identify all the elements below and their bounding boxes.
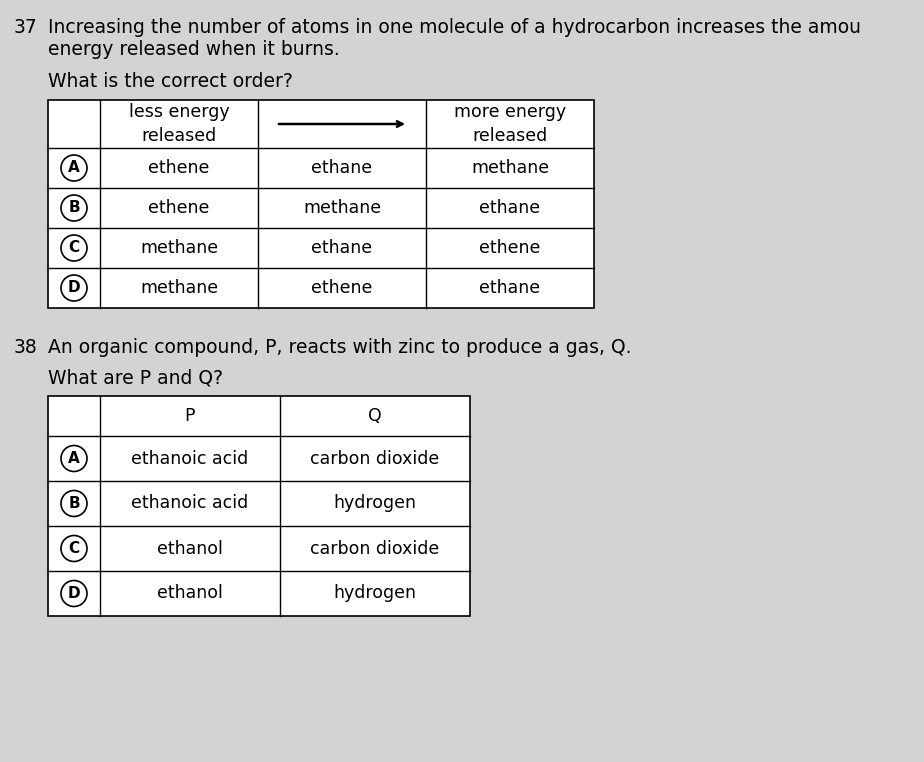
- Text: Q: Q: [368, 407, 382, 425]
- Text: hydrogen: hydrogen: [334, 495, 417, 513]
- Circle shape: [61, 446, 87, 472]
- Text: C: C: [68, 241, 79, 255]
- Text: ethanol: ethanol: [157, 584, 223, 603]
- Text: ethene: ethene: [149, 159, 210, 177]
- Text: ethene: ethene: [480, 239, 541, 257]
- Text: ethanoic acid: ethanoic acid: [131, 495, 249, 513]
- Bar: [48, 396, 470, 616]
- Text: more energy
released: more energy released: [454, 103, 566, 145]
- Text: ethene: ethene: [149, 199, 210, 217]
- Text: carbon dioxide: carbon dioxide: [310, 539, 440, 558]
- Text: C: C: [68, 541, 79, 556]
- Text: carbon dioxide: carbon dioxide: [310, 450, 440, 468]
- Text: methane: methane: [471, 159, 549, 177]
- Text: P: P: [185, 407, 195, 425]
- Text: ethane: ethane: [311, 239, 372, 257]
- Circle shape: [61, 581, 87, 607]
- Text: energy released when it burns.: energy released when it burns.: [48, 40, 340, 59]
- Text: B: B: [68, 200, 79, 216]
- Bar: [48, 100, 594, 308]
- Text: less energy
released: less energy released: [128, 103, 229, 145]
- Text: methane: methane: [303, 199, 381, 217]
- Text: 37: 37: [14, 18, 38, 37]
- Text: What are P and Q?: What are P and Q?: [48, 368, 223, 387]
- Text: ethene: ethene: [311, 279, 372, 297]
- Text: Increasing the number of atoms in one molecule of a hydrocarbon increases the am: Increasing the number of atoms in one mo…: [48, 18, 861, 37]
- Text: methane: methane: [140, 239, 218, 257]
- Text: A: A: [68, 451, 79, 466]
- Text: ethanoic acid: ethanoic acid: [131, 450, 249, 468]
- Circle shape: [61, 155, 87, 181]
- Text: B: B: [68, 496, 79, 511]
- Text: D: D: [67, 280, 80, 296]
- Text: An organic compound, P, reacts with zinc to produce a gas, Q.: An organic compound, P, reacts with zinc…: [48, 338, 631, 357]
- Text: A: A: [68, 161, 79, 175]
- Text: ethane: ethane: [480, 199, 541, 217]
- Circle shape: [61, 491, 87, 517]
- Circle shape: [61, 536, 87, 562]
- Circle shape: [61, 195, 87, 221]
- Text: What is the correct order?: What is the correct order?: [48, 72, 293, 91]
- Text: 38: 38: [14, 338, 38, 357]
- Text: ethanol: ethanol: [157, 539, 223, 558]
- Text: hydrogen: hydrogen: [334, 584, 417, 603]
- Text: D: D: [67, 586, 80, 601]
- Circle shape: [61, 235, 87, 261]
- Text: methane: methane: [140, 279, 218, 297]
- Text: ethane: ethane: [480, 279, 541, 297]
- Text: ethane: ethane: [311, 159, 372, 177]
- Circle shape: [61, 275, 87, 301]
